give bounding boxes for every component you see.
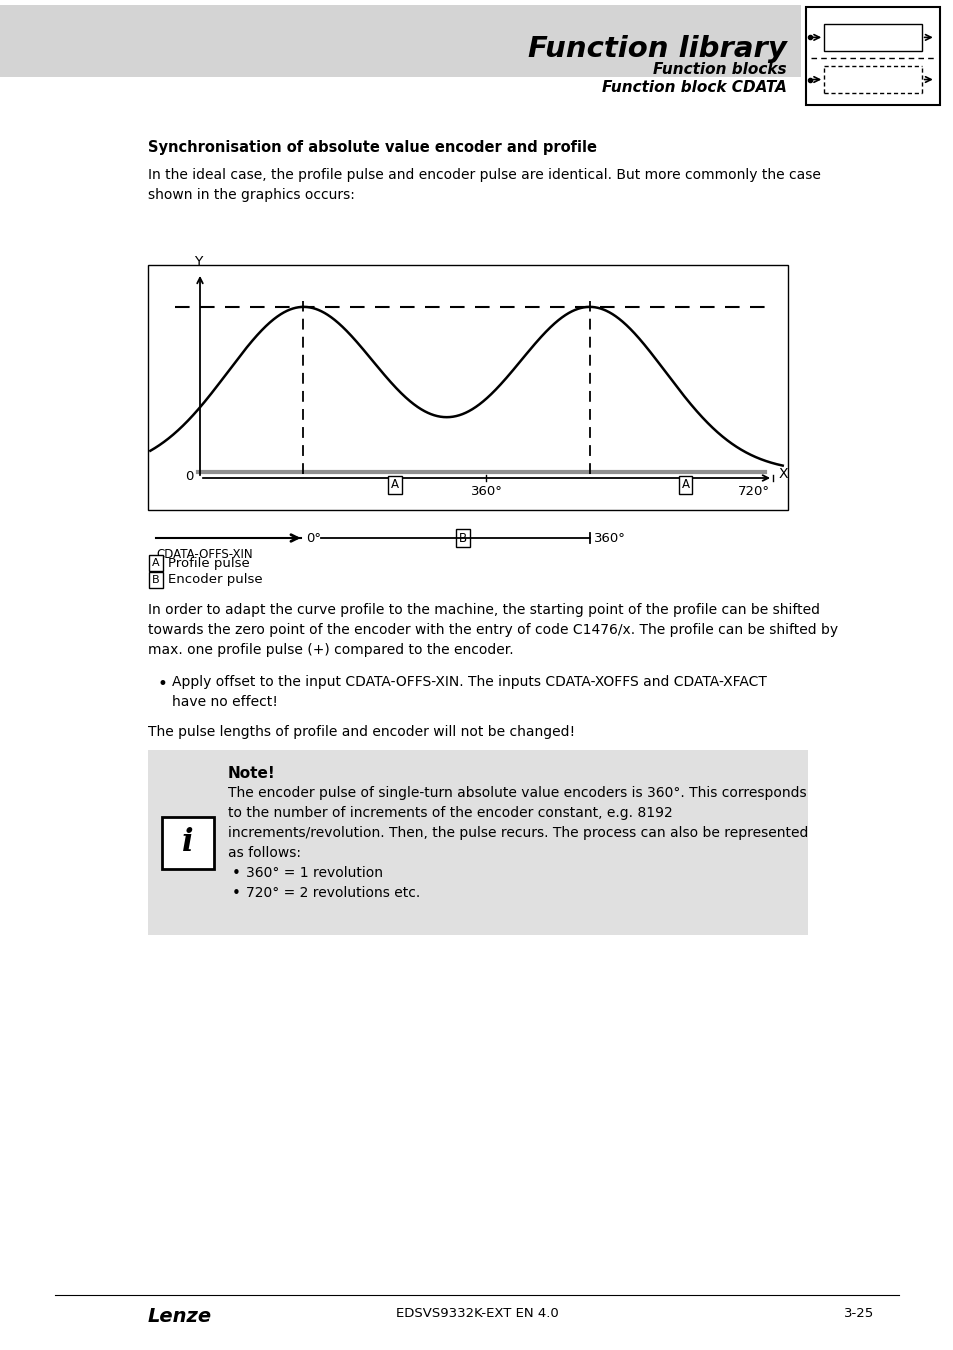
Text: 360° = 1 revolution: 360° = 1 revolution — [246, 865, 382, 880]
Text: 0: 0 — [186, 470, 193, 482]
Text: Synchronisation of absolute value encoder and profile: Synchronisation of absolute value encode… — [148, 140, 597, 155]
Text: The encoder pulse of single-turn absolute value encoders is 360°. This correspon: The encoder pulse of single-turn absolut… — [228, 786, 807, 860]
Text: Apply offset to the input CDATA-OFFS-XIN. The inputs CDATA-XOFFS and CDATA-XFACT: Apply offset to the input CDATA-OFFS-XIN… — [172, 675, 766, 688]
Text: CDATA-OFFS-XIN: CDATA-OFFS-XIN — [156, 548, 253, 562]
Bar — [148, 265, 787, 510]
Text: 3-25: 3-25 — [843, 1307, 873, 1320]
Text: •: • — [232, 865, 240, 882]
Text: have no effect!: have no effect! — [172, 695, 277, 709]
Text: Profile pulse: Profile pulse — [168, 556, 250, 570]
Text: In the ideal case, the profile pulse and encoder pulse are identical. But more c: In the ideal case, the profile pulse and… — [148, 167, 820, 202]
Bar — [823, 24, 921, 51]
Text: 0°: 0° — [306, 532, 321, 544]
Bar — [0, 5, 801, 77]
Text: Encoder pulse: Encoder pulse — [168, 574, 262, 586]
Text: 720°: 720° — [738, 485, 769, 498]
Text: EDSVS9332K-EXT EN 4.0: EDSVS9332K-EXT EN 4.0 — [395, 1307, 558, 1320]
Text: Function block CDATA: Function block CDATA — [601, 80, 786, 94]
Text: A: A — [391, 478, 398, 491]
Text: Note!: Note! — [228, 765, 275, 782]
Text: X: X — [779, 467, 788, 481]
Text: Lenze: Lenze — [148, 1307, 212, 1326]
Text: In order to adapt the curve profile to the machine, the starting point of the pr: In order to adapt the curve profile to t… — [148, 603, 838, 657]
Bar — [148, 751, 807, 936]
Text: i: i — [182, 828, 193, 859]
Text: 360°: 360° — [470, 485, 502, 498]
Bar — [162, 817, 213, 868]
Bar — [805, 7, 939, 105]
Text: A: A — [152, 558, 160, 568]
Text: Y: Y — [193, 255, 202, 269]
Text: Function blocks: Function blocks — [653, 62, 786, 77]
Text: B: B — [152, 575, 160, 585]
Text: 360°: 360° — [594, 532, 625, 544]
Text: A: A — [680, 478, 689, 491]
Text: •: • — [232, 886, 240, 900]
Text: B: B — [458, 532, 466, 544]
Text: •: • — [158, 675, 168, 693]
Text: The pulse lengths of profile and encoder will not be changed!: The pulse lengths of profile and encoder… — [148, 725, 575, 738]
Text: Function library: Function library — [528, 35, 786, 63]
Text: 720° = 2 revolutions etc.: 720° = 2 revolutions etc. — [246, 886, 420, 900]
